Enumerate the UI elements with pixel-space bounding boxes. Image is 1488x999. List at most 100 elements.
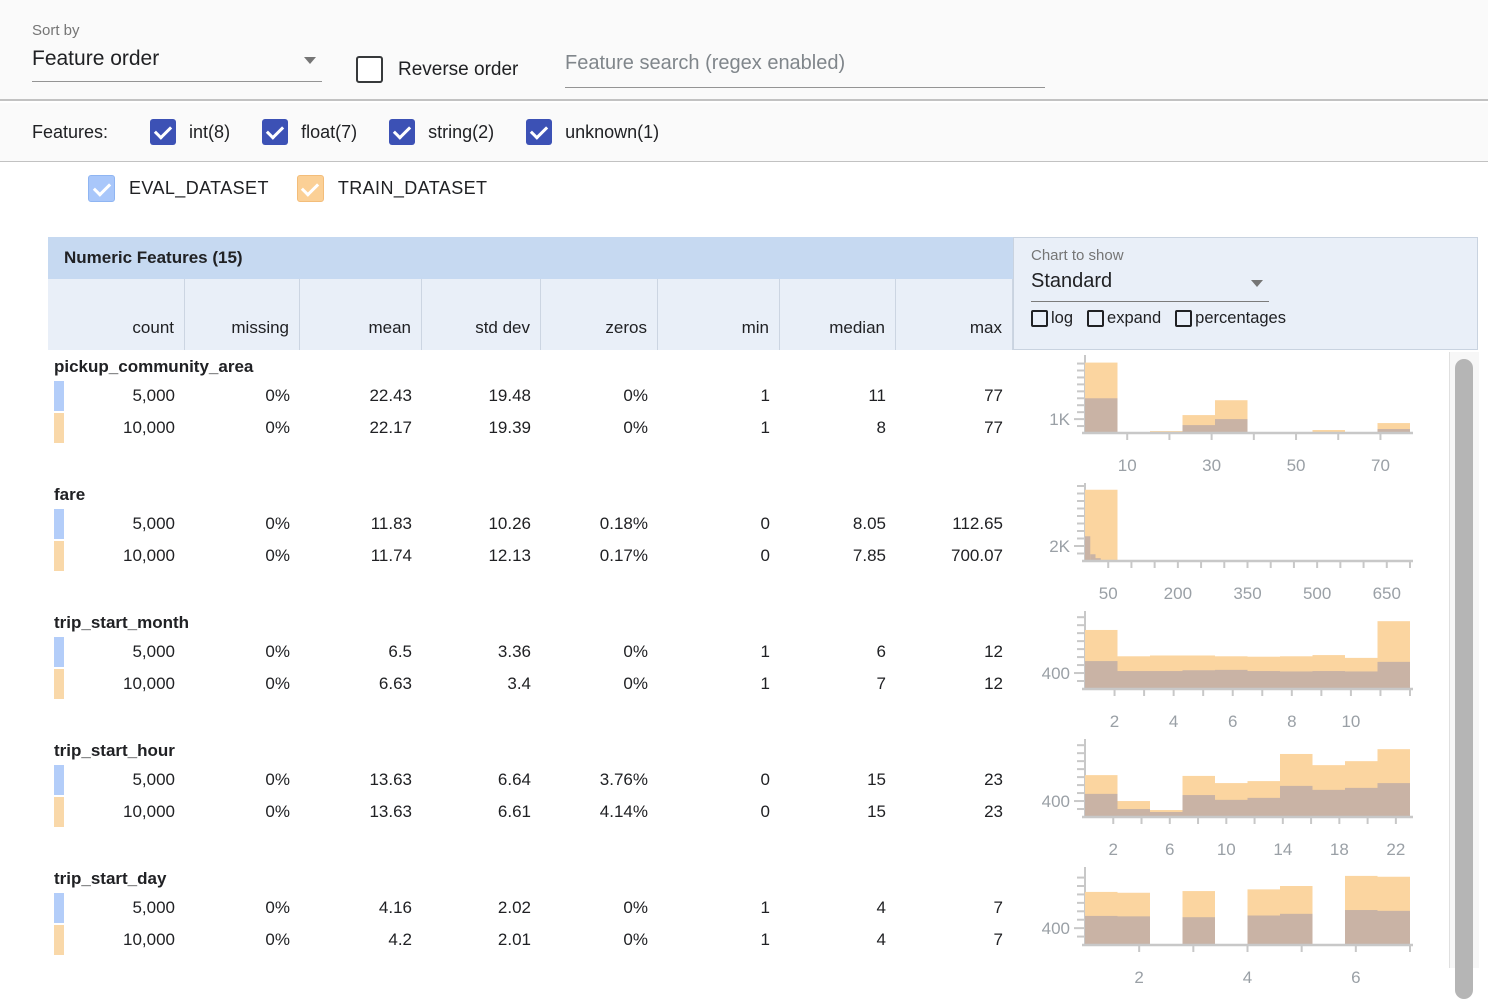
stat-mean: 11.83 xyxy=(300,514,422,534)
column-header-min: min xyxy=(658,279,780,350)
svg-text:6: 6 xyxy=(1351,968,1360,987)
sort-by-group: Sort by Feature order xyxy=(32,22,322,82)
svg-text:650: 650 xyxy=(1373,584,1401,603)
stat-zeros: 3.76% xyxy=(541,770,658,790)
feature-type-checkbox-float[interactable] xyxy=(262,119,288,145)
chart-option-expand: expand xyxy=(1087,309,1161,328)
stat-mean: 22.43 xyxy=(300,386,422,406)
stat-min: 0 xyxy=(658,546,780,566)
stat-median: 4 xyxy=(780,930,896,950)
stat-missing: 0% xyxy=(185,386,300,406)
stat-missing: 0% xyxy=(185,930,300,950)
search-group xyxy=(565,50,1045,88)
stats-row-eval: 5,0000%11.8310.260.18%08.05112.65 xyxy=(48,508,1013,540)
svg-text:400: 400 xyxy=(1042,792,1070,811)
sort-by-select[interactable]: Feature order xyxy=(32,43,322,82)
stat-max: 700.07 xyxy=(896,546,1013,566)
dataset-checkbox-train[interactable] xyxy=(297,175,324,202)
stat-median: 15 xyxy=(780,802,896,822)
dataset-swatch-eval xyxy=(54,637,64,667)
stat-count: 10,000 xyxy=(48,546,185,566)
stat-min: 1 xyxy=(658,674,780,694)
stats-row-eval: 5,0000%13.636.643.76%01523 xyxy=(48,764,1013,796)
stat-count: 5,000 xyxy=(48,770,185,790)
feature-type-checkbox-unknown[interactable] xyxy=(526,119,552,145)
svg-text:400: 400 xyxy=(1042,664,1070,683)
stat-zeros: 0% xyxy=(541,418,658,438)
dataset-swatch-train xyxy=(54,797,64,827)
stat-min: 1 xyxy=(658,386,780,406)
chart-option-label-log: log xyxy=(1051,309,1073,328)
stat-missing: 0% xyxy=(185,514,300,534)
svg-text:4: 4 xyxy=(1169,712,1178,731)
stat-zeros: 0% xyxy=(541,930,658,950)
scrollbar-thumb[interactable] xyxy=(1455,359,1473,999)
feature-search-input[interactable] xyxy=(565,50,1045,88)
stat-median: 8 xyxy=(780,418,896,438)
stat-zeros: 4.14% xyxy=(541,802,658,822)
dataset-swatch-eval xyxy=(54,893,64,923)
column-header-count: count xyxy=(48,279,185,350)
feature-type-label-string: string(2) xyxy=(428,122,494,143)
feature-list: pickup_community_area5,0000%22.4319.480%… xyxy=(48,350,1478,990)
feature-type-int: int(8) xyxy=(150,119,230,145)
dataset-label-train: TRAIN_DATASET xyxy=(338,178,488,199)
svg-text:350: 350 xyxy=(1233,584,1261,603)
feature-type-string: string(2) xyxy=(389,119,494,145)
chart-option-checkbox-percentages[interactable] xyxy=(1175,310,1192,327)
table-title: Numeric Features (15) xyxy=(48,237,1013,279)
stat-missing: 0% xyxy=(185,418,300,438)
chart-type-select[interactable]: Standard xyxy=(1031,266,1269,302)
feature-type-checkbox-string[interactable] xyxy=(389,119,415,145)
svg-text:70: 70 xyxy=(1371,456,1390,475)
stat-min: 1 xyxy=(658,898,780,918)
histogram-trip_start_day: 400246 xyxy=(1030,864,1415,988)
svg-text:2K: 2K xyxy=(1049,537,1070,556)
svg-text:10: 10 xyxy=(1341,712,1360,731)
feature-type-label-float: float(7) xyxy=(301,122,357,143)
column-header-std-dev: std dev xyxy=(422,279,541,350)
table-column-headers: countmissingmeanstd devzerosminmedianmax xyxy=(48,279,1013,350)
toolbar: Sort by Feature order Reverse order xyxy=(0,0,1488,101)
stat-median: 15 xyxy=(780,770,896,790)
stat-max: 23 xyxy=(896,770,1013,790)
reverse-order-group: Reverse order xyxy=(356,56,518,83)
chart-option-log: log xyxy=(1031,309,1073,328)
svg-text:2: 2 xyxy=(1134,968,1143,987)
svg-text:4: 4 xyxy=(1243,968,1252,987)
histogram-pickup_community_area: 1K10305070 xyxy=(1030,352,1415,476)
feature-type-checkbox-int[interactable] xyxy=(150,119,176,145)
stat-min: 1 xyxy=(658,642,780,662)
stat-count: 5,000 xyxy=(48,386,185,406)
feature-block-trip_start_month: trip_start_month5,0000%6.53.360%161210,0… xyxy=(48,606,1478,734)
chart-option-checkbox-expand[interactable] xyxy=(1087,310,1104,327)
column-header-zeros: zeros xyxy=(541,279,658,350)
stat-mean: 13.63 xyxy=(300,770,422,790)
reverse-order-checkbox[interactable] xyxy=(356,56,383,83)
stats-row-train: 10,0000%4.22.010%147 xyxy=(48,924,1013,956)
numeric-features-table: Numeric Features (15) countmissingmeanst… xyxy=(48,237,1478,350)
feature-type-label-unknown: unknown(1) xyxy=(565,122,659,143)
stat-count: 5,000 xyxy=(48,898,185,918)
chart-controls-panel: Chart to show Standard logexpandpercenta… xyxy=(1013,237,1478,350)
dataset-label-eval: EVAL_DATASET xyxy=(129,178,269,199)
stat-missing: 0% xyxy=(185,802,300,822)
stat-mean: 6.63 xyxy=(300,674,422,694)
check-icon xyxy=(92,178,110,196)
stats-row-train: 10,0000%13.636.614.14%01523 xyxy=(48,796,1013,828)
stat-mean: 4.16 xyxy=(300,898,422,918)
chart-option-checkbox-log[interactable] xyxy=(1031,310,1048,327)
svg-text:50: 50 xyxy=(1287,456,1306,475)
svg-text:500: 500 xyxy=(1303,584,1331,603)
stat-std-dev: 6.64 xyxy=(422,770,541,790)
dataset-swatch-train xyxy=(54,541,64,571)
svg-text:8: 8 xyxy=(1287,712,1296,731)
histogram-trip_start_month: 400246810 xyxy=(1030,608,1415,732)
dataset-checkbox-eval[interactable] xyxy=(88,175,115,202)
stat-max: 12 xyxy=(896,642,1013,662)
stat-std-dev: 2.02 xyxy=(422,898,541,918)
svg-text:50: 50 xyxy=(1099,584,1118,603)
stat-max: 7 xyxy=(896,930,1013,950)
check-icon xyxy=(393,121,411,139)
stat-min: 0 xyxy=(658,770,780,790)
